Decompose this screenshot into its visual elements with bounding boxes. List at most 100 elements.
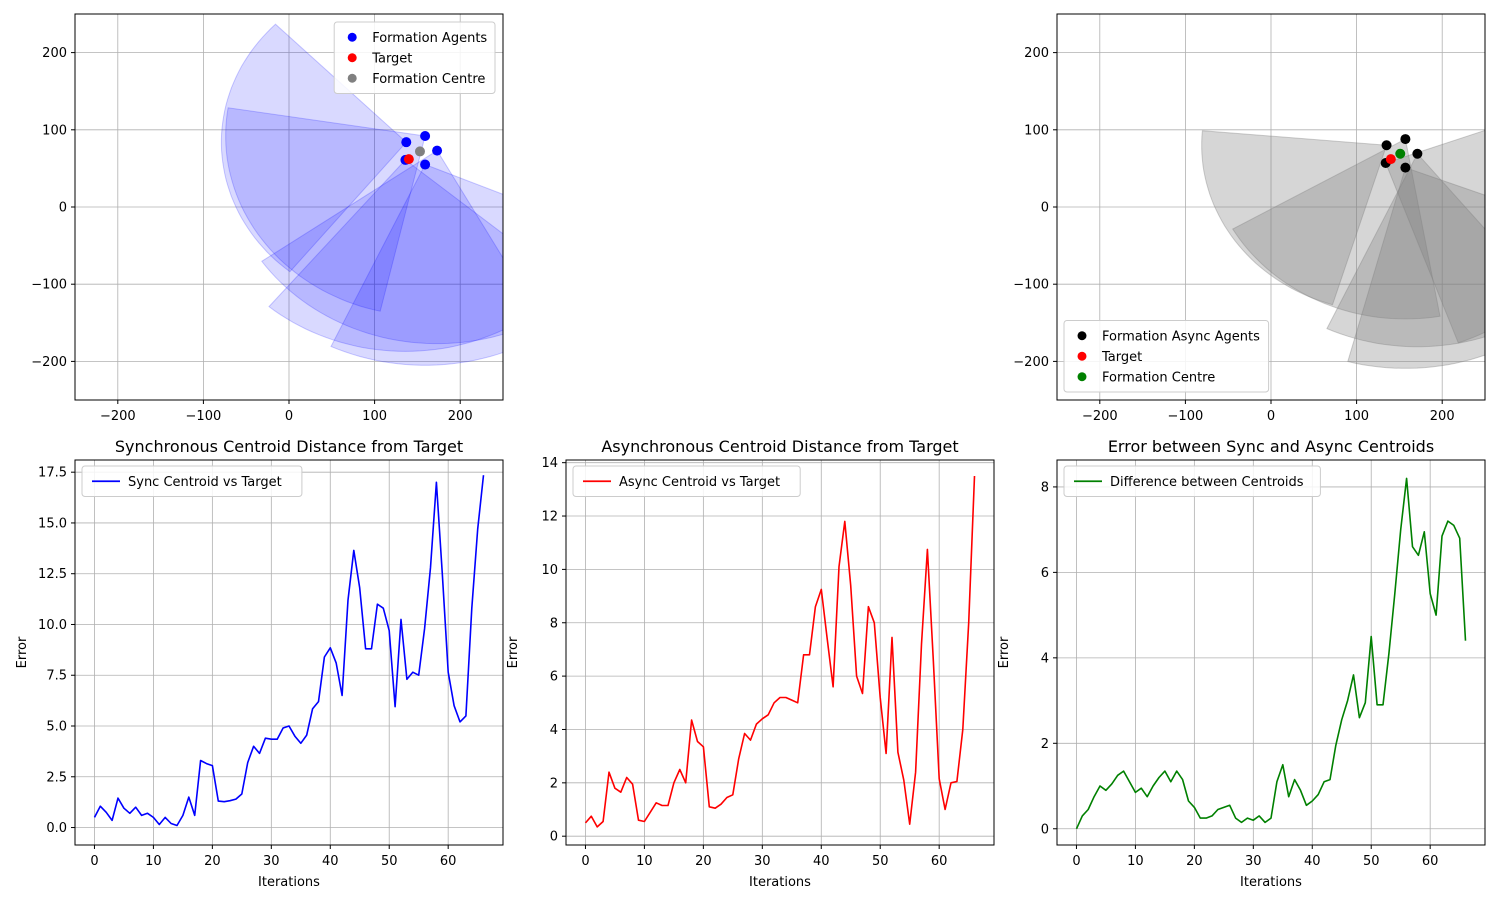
legend: Formation Agents Target Formation Centre	[333, 21, 496, 94]
legend-label: Formation Centre	[1102, 370, 1215, 385]
legend-swatch	[347, 53, 357, 63]
x-tick-label: 20	[695, 854, 712, 869]
legend-box	[1063, 320, 1270, 393]
x-tick-label: 200	[1430, 409, 1455, 424]
y-tick-label: 12.5	[38, 567, 67, 582]
sensing-sector	[1385, 129, 1485, 344]
scatter-point	[401, 137, 412, 148]
legend-label: Formation Centre	[372, 72, 485, 87]
x-axis-label: Iterations	[1240, 875, 1302, 890]
x-tick-label: −200	[100, 409, 136, 424]
x-tick-label: 50	[1363, 854, 1380, 869]
sensing-sector	[268, 159, 503, 352]
scatter-point	[420, 159, 431, 170]
legend-box	[333, 21, 496, 94]
x-tick-label: 10	[1127, 854, 1144, 869]
legend-label: Target	[1101, 350, 1142, 365]
y-axis-label: Error	[15, 636, 30, 668]
sensing-sector	[225, 107, 426, 312]
x-tick-label: −200	[1082, 409, 1118, 424]
x-tick-label: 60	[931, 854, 948, 869]
legend-label: Formation Async Agents	[1102, 329, 1260, 344]
y-tick-label: 8	[1041, 480, 1049, 495]
subplot-2: −200 −100 0 100 200 −200 −100 0 100 200 Formation …	[1013, 13, 1486, 424]
x-tick-label: 60	[440, 854, 457, 869]
y-tick-label: 6	[550, 670, 558, 685]
x-tick-label: 200	[448, 409, 473, 424]
scatter-point	[1395, 148, 1406, 159]
y-tick-label: 14	[541, 456, 558, 471]
y-tick-label: 10	[541, 563, 558, 578]
x-tick-label: 50	[872, 854, 889, 869]
x-tick-label: −100	[1168, 409, 1204, 424]
x-tick-label: 10	[145, 854, 162, 869]
axes-frame	[1056, 459, 1486, 846]
chart-title: Error between Sync and Async Centroids	[1108, 437, 1434, 456]
sensing-sector	[1326, 152, 1485, 348]
legend-box	[1063, 465, 1321, 497]
series-line	[584, 475, 976, 828]
y-tick-label: 200	[1024, 46, 1049, 61]
y-tick-label: 2	[550, 776, 558, 791]
x-tick-label: 20	[204, 854, 221, 869]
y-axis-label: Error	[997, 636, 1012, 668]
x-axis-label: Iterations	[258, 875, 320, 890]
x-tick-label: 50	[381, 854, 398, 869]
plot-area	[1075, 477, 1467, 830]
legend-label: Formation Agents	[372, 31, 487, 46]
y-tick-label: 4	[550, 723, 558, 738]
subplot-5: 0 10 20 30 40 50 60 0 2 4 6 8 Error between Sync and…	[997, 437, 1486, 890]
scatter-point	[403, 154, 414, 165]
x-tick-label: 100	[1344, 409, 1369, 424]
scatter-point	[414, 146, 425, 157]
y-tick-label: 0	[550, 830, 558, 845]
y-tick-label: 2.5	[46, 770, 67, 785]
y-tick-label: 0	[1041, 822, 1049, 837]
y-tick-label: 200	[42, 46, 67, 61]
x-tick-label: 0	[90, 854, 98, 869]
legend-swatch	[1077, 372, 1087, 382]
x-tick-label: 10	[636, 854, 653, 869]
x-tick-label: 30	[263, 854, 280, 869]
scatter-point	[1381, 140, 1392, 151]
plot-area	[220, 23, 503, 366]
y-tick-label: 0	[1041, 201, 1049, 216]
legend-swatch	[347, 73, 357, 83]
sensing-sector	[220, 23, 408, 273]
axes-frame	[74, 459, 504, 846]
sensing-sector	[1201, 130, 1388, 306]
sensing-sector	[1231, 138, 1441, 320]
y-tick-label: 100	[1024, 123, 1049, 138]
subplot-4: 0 10 20 30 40 50 60 0 2 4 6 8 10 12 14 Asynchronous Cen…	[506, 437, 995, 890]
axes-frame	[565, 459, 995, 846]
y-tick-label: 10.0	[38, 618, 67, 633]
legend-box	[572, 465, 801, 497]
x-axis-label: Iterations	[749, 875, 811, 890]
y-tick-label: 0	[59, 201, 67, 216]
y-tick-label: 0.0	[46, 821, 67, 836]
scatter-point	[1385, 154, 1396, 165]
y-axis-label: Error	[506, 636, 521, 668]
series-line	[93, 475, 485, 827]
plot-area	[584, 475, 976, 828]
y-tick-label: 4	[1041, 651, 1049, 666]
x-tick-label: 40	[322, 854, 339, 869]
y-tick-label: 8	[550, 616, 558, 631]
x-tick-label: 60	[1422, 854, 1439, 869]
legend-box	[81, 465, 303, 497]
legend-label: Async Centroid vs Target	[619, 475, 780, 490]
subplot-1: −200 −100 0 100 200 −200 −100 0 100 200 Formation …	[31, 13, 504, 424]
y-tick-label: 6	[1041, 566, 1049, 581]
legend: Sync Centroid vs Target	[81, 465, 303, 497]
y-tick-label: 12	[541, 510, 558, 525]
legend: Difference between Centroids	[1063, 465, 1321, 497]
scatter-point	[420, 130, 431, 141]
y-tick-label: 100	[42, 123, 67, 138]
legend-swatch	[1077, 331, 1087, 341]
x-tick-label: 30	[1245, 854, 1262, 869]
x-tick-label: 0	[285, 409, 293, 424]
legend-label: Difference between Centroids	[1110, 475, 1304, 490]
x-tick-label: 100	[362, 409, 387, 424]
x-tick-label: 20	[1186, 854, 1203, 869]
sensing-sector	[261, 149, 503, 345]
